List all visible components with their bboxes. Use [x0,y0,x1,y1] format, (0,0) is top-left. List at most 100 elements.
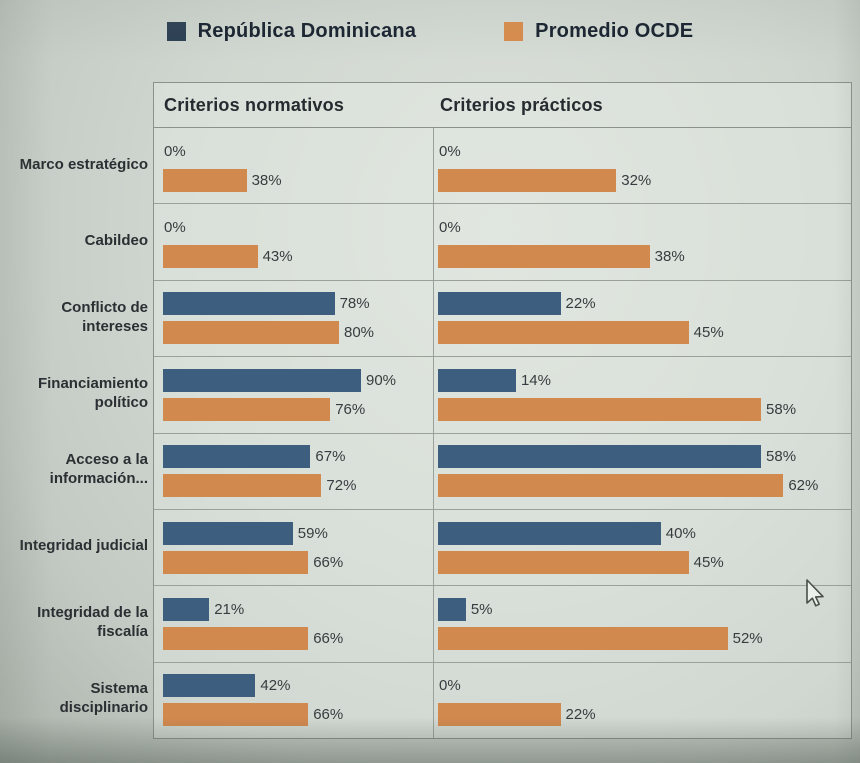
bar-value-label: 42% [260,677,291,695]
bar-republica-dominicana [163,292,335,316]
bar-republica-dominicana [163,674,256,698]
cell-normativos: 0% 38% [154,128,434,204]
bar-promedio-ocde [163,321,339,345]
bar-line-republica-dominicana: 14% [438,368,851,392]
bar-line-republica-dominicana: 67% [163,445,433,469]
bar-value-label: 66% [313,553,344,571]
bar-line-republica-dominicana: 58% [438,445,851,469]
bar-value-label: 40% [665,524,696,542]
category-label: Cabildeo [84,232,148,249]
table-row: 0% 38% 0% 32% [154,128,851,205]
table-row: 59% 66% 40% 45% [154,509,851,587]
bar-line-republica-dominicana: 0% [163,216,433,239]
bar-line-promedio-ocde: 66% [163,550,433,574]
legend-label: Promedio OCDE [535,19,694,42]
bar-republica-dominicana [163,597,210,621]
bar-line-republica-dominicana: 22% [438,292,851,316]
cell-practicos: 0% 38% [434,204,851,279]
bar-value-label: 58% [766,400,797,418]
bar-value-label: 0% [439,219,461,237]
bar-line-promedio-ocde: 80% [163,321,433,345]
category-labels: Marco estratégico Cabildeo Conflicto de in… [4,127,148,737]
bar-value-label: 0% [439,677,461,695]
bar-line-promedio-ocde: 32% [438,168,851,192]
bar-value-label: 0% [439,142,461,160]
bar-republica-dominicana [438,597,466,621]
bar-line-republica-dominicana: 59% [163,521,433,545]
category-label: Conflicto de intereses [61,298,148,335]
column-header-normativos: Criterios normativos [164,94,345,115]
bar-promedio-ocde [438,550,689,574]
table-header: Criterios normativos Criterios prácticos [154,83,851,128]
bar-value-label: 67% [315,448,346,466]
cell-practicos: 5% 52% [434,586,851,661]
bar-line-republica-dominicana: 0% [438,674,851,697]
bar-line-republica-dominicana: 0% [438,216,851,239]
bar-line-republica-dominicana: 5% [438,597,851,621]
bar-republica-dominicana [438,445,762,469]
cell-normativos: 21% 66% [154,586,434,662]
bar-value-label: 22% [565,706,596,724]
bar-line-promedio-ocde: 58% [438,397,851,421]
bar-line-promedio-ocde: 52% [438,626,851,650]
bar-line-republica-dominicana: 90% [163,368,433,392]
bar-line-republica-dominicana: 42% [163,674,433,698]
cell-practicos: 0% 22% [434,663,851,738]
cell-normativos: 0% 43% [154,204,434,280]
category-label: Financiamiento político [37,375,148,411]
cell-practicos: 0% 32% [434,128,851,203]
bar-value-label: 58% [766,448,797,466]
bar-line-republica-dominicana: 0% [438,140,851,163]
bar-value-label: 0% [164,219,186,237]
chart-legend: República Dominicana Promedio OCDE [0,14,860,48]
comparison-table: Criterios normativos Criterios prácticos… [153,82,852,739]
legend-swatch-promedio-ocde [504,21,524,41]
bar-line-promedio-ocde: 76% [163,397,433,421]
bar-republica-dominicana [163,368,361,392]
bar-promedio-ocde [438,397,762,421]
bar-value-label: 52% [732,629,763,647]
bar-republica-dominicana [438,292,561,316]
legend-item-promedio-ocde: Promedio OCDE [504,20,693,43]
bar-value-label: 90% [366,371,397,389]
bar-line-promedio-ocde: 66% [163,703,433,727]
bar-line-promedio-ocde: 38% [163,168,433,192]
bar-value-label: 32% [621,171,652,189]
table-row: 67% 72% 58% 62% [154,433,851,510]
bar-value-label: 66% [313,629,344,647]
legend-label: República Dominicana [197,19,417,42]
bar-value-label: 5% [470,600,493,618]
category-label: Sistema disciplinario [59,680,148,716]
bar-value-label: 78% [339,295,370,313]
bar-value-label: 80% [344,324,375,342]
bar-republica-dominicana [438,368,516,392]
bar-line-promedio-ocde: 45% [438,550,851,574]
bar-value-label: 22% [565,295,596,313]
bar-republica-dominicana [163,521,293,545]
bar-republica-dominicana [163,445,311,469]
cell-practicos: 58% 62% [434,434,851,509]
bar-line-republica-dominicana: 21% [163,597,433,621]
category-label: Marco estratégico [19,155,148,173]
bar-line-republica-dominicana: 78% [163,292,433,316]
bar-line-promedio-ocde: 38% [438,245,851,269]
bar-line-promedio-ocde: 43% [163,245,433,269]
bar-value-label: 0% [164,142,186,160]
bar-line-republica-dominicana: 40% [438,521,851,545]
bar-promedio-ocde [163,626,309,650]
bar-value-label: 45% [693,553,724,571]
bar-promedio-ocde [438,474,784,498]
bar-value-label: 14% [520,371,551,389]
bar-line-promedio-ocde: 62% [438,474,851,498]
bar-value-label: 21% [214,600,245,618]
cell-normativos: 67% 72% [154,433,434,509]
bar-value-label: 45% [693,324,724,342]
cell-practicos: 40% 45% [434,510,851,585]
cell-normativos: 78% 80% [154,280,434,357]
bar-value-label: 43% [262,248,293,266]
bar-promedio-ocde [438,703,561,727]
bar-promedio-ocde [163,245,258,269]
bar-line-promedio-ocde: 72% [163,474,433,498]
bar-promedio-ocde [163,550,309,574]
